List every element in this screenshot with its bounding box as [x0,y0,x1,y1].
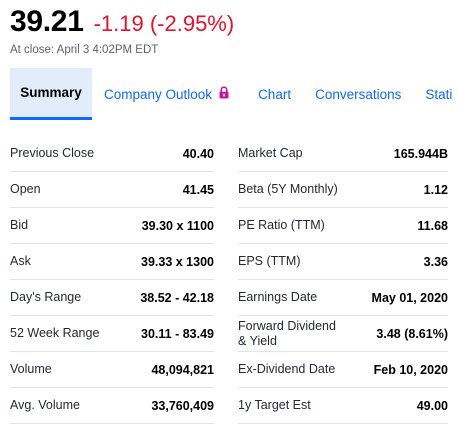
tab-summary[interactable]: Summary [10,68,92,120]
tab-chart[interactable]: Chart [258,68,291,120]
stat-value: 30.11 - 83.49 [141,326,214,341]
summary-stats: Previous Close 40.40 Open 41.45 Bid 39.3… [10,136,458,424]
stat-row-market-cap: Market Cap 165.944B [238,136,448,172]
stat-label: Ask [10,254,31,268]
stat-label: Earnings Date [238,290,318,304]
tab-summary-label: Summary [20,85,82,100]
stat-row-days-range: Day's Range 38.52 - 42.18 [10,280,214,316]
stat-row-avg-volume: Avg. Volume 33,760,409 [10,388,214,424]
stat-value: 3.48 (8.61%) [376,326,448,341]
stat-value: Feb 10, 2020 [373,362,448,377]
stat-label: PE Ratio (TTM) [238,218,325,232]
stat-label: Market Cap [238,146,303,160]
tab-statistics[interactable]: Stati [425,68,452,120]
current-price: 39.21 [10,5,84,38]
stat-value: 38.52 - 42.18 [140,290,214,305]
stats-right-column: Market Cap 165.944B Beta (5Y Monthly) 1.… [238,136,448,424]
quote-header: 39.21 -1.19 (-2.95%) At close: April 3 4… [10,4,458,56]
stat-row-previous-close: Previous Close 40.40 [10,136,214,172]
stat-label: EPS (TTM) [238,254,301,268]
stat-value: 39.33 x 1300 [141,254,214,269]
stats-left-column: Previous Close 40.40 Open 41.45 Bid 39.3… [10,136,214,424]
market-close-time: At close: April 3 4:02PM EDT [10,44,159,56]
stat-value: 40.40 [182,146,214,161]
stat-row-volume: Volume 48,094,821 [10,352,214,388]
stat-row-ex-dividend-date: Ex-Dividend Date Feb 10, 2020 [238,352,448,388]
stat-label: Forward Dividend & Yield [238,318,336,348]
stat-label: Bid [10,218,29,232]
stat-row-bid: Bid 39.30 x 1100 [10,208,214,244]
quote-tabs: Summary Company Outlook Chart Conversati… [10,68,458,120]
tab-company-outlook[interactable]: Company Outlook [104,68,230,120]
stat-label: Avg. Volume [10,398,80,412]
stat-value: 39.30 x 1100 [141,218,214,233]
lock-icon [218,86,230,102]
stat-row-forward-dividend: Forward Dividend & Yield 3.48 (8.61%) [238,316,448,352]
stat-value: 1.12 [423,182,448,197]
stat-value: 11.68 [417,218,448,233]
stat-label: 1y Target Est [238,398,311,412]
stat-value: 48,094,821 [151,362,214,377]
tab-chart-label: Chart [258,86,292,102]
tab-conversations[interactable]: Conversations [315,68,401,120]
tab-company-outlook-label: Company Outlook [104,86,213,102]
stat-label: 52 Week Range [10,326,100,340]
stat-row-eps: EPS (TTM) 3.36 [238,244,448,280]
price-change: -1.19 (-2.95%) [93,11,235,36]
stat-row-beta: Beta (5Y Monthly) 1.12 [238,172,448,208]
price-row: 39.21 -1.19 (-2.95%) [10,4,458,42]
stat-value: 33,760,409 [151,398,214,413]
tab-conversations-label: Conversations [315,86,402,102]
stat-row-52-week-range: 52 Week Range 30.11 - 83.49 [10,316,214,352]
stat-value: 41.45 [182,182,214,197]
stat-row-ask: Ask 39.33 x 1300 [10,244,214,280]
stat-value: 49.00 [416,398,448,413]
tab-statistics-label: Stati [425,86,453,102]
stat-value: 3.36 [423,254,448,269]
stat-label: Open [10,182,41,196]
stat-value: May 01, 2020 [371,290,448,305]
stat-label: Day's Range [10,290,82,304]
stat-label: Volume [10,362,52,376]
stat-row-1y-target: 1y Target Est 49.00 [238,388,448,424]
stat-row-earnings-date: Earnings Date May 01, 2020 [238,280,448,316]
stat-row-pe-ratio: PE Ratio (TTM) 11.68 [238,208,448,244]
stat-label: Beta (5Y Monthly) [238,182,338,196]
stat-label: Ex-Dividend Date [238,362,336,376]
stat-value: 165.944B [393,146,448,161]
stat-label: Previous Close [10,146,95,160]
stat-row-open: Open 41.45 [10,172,214,208]
